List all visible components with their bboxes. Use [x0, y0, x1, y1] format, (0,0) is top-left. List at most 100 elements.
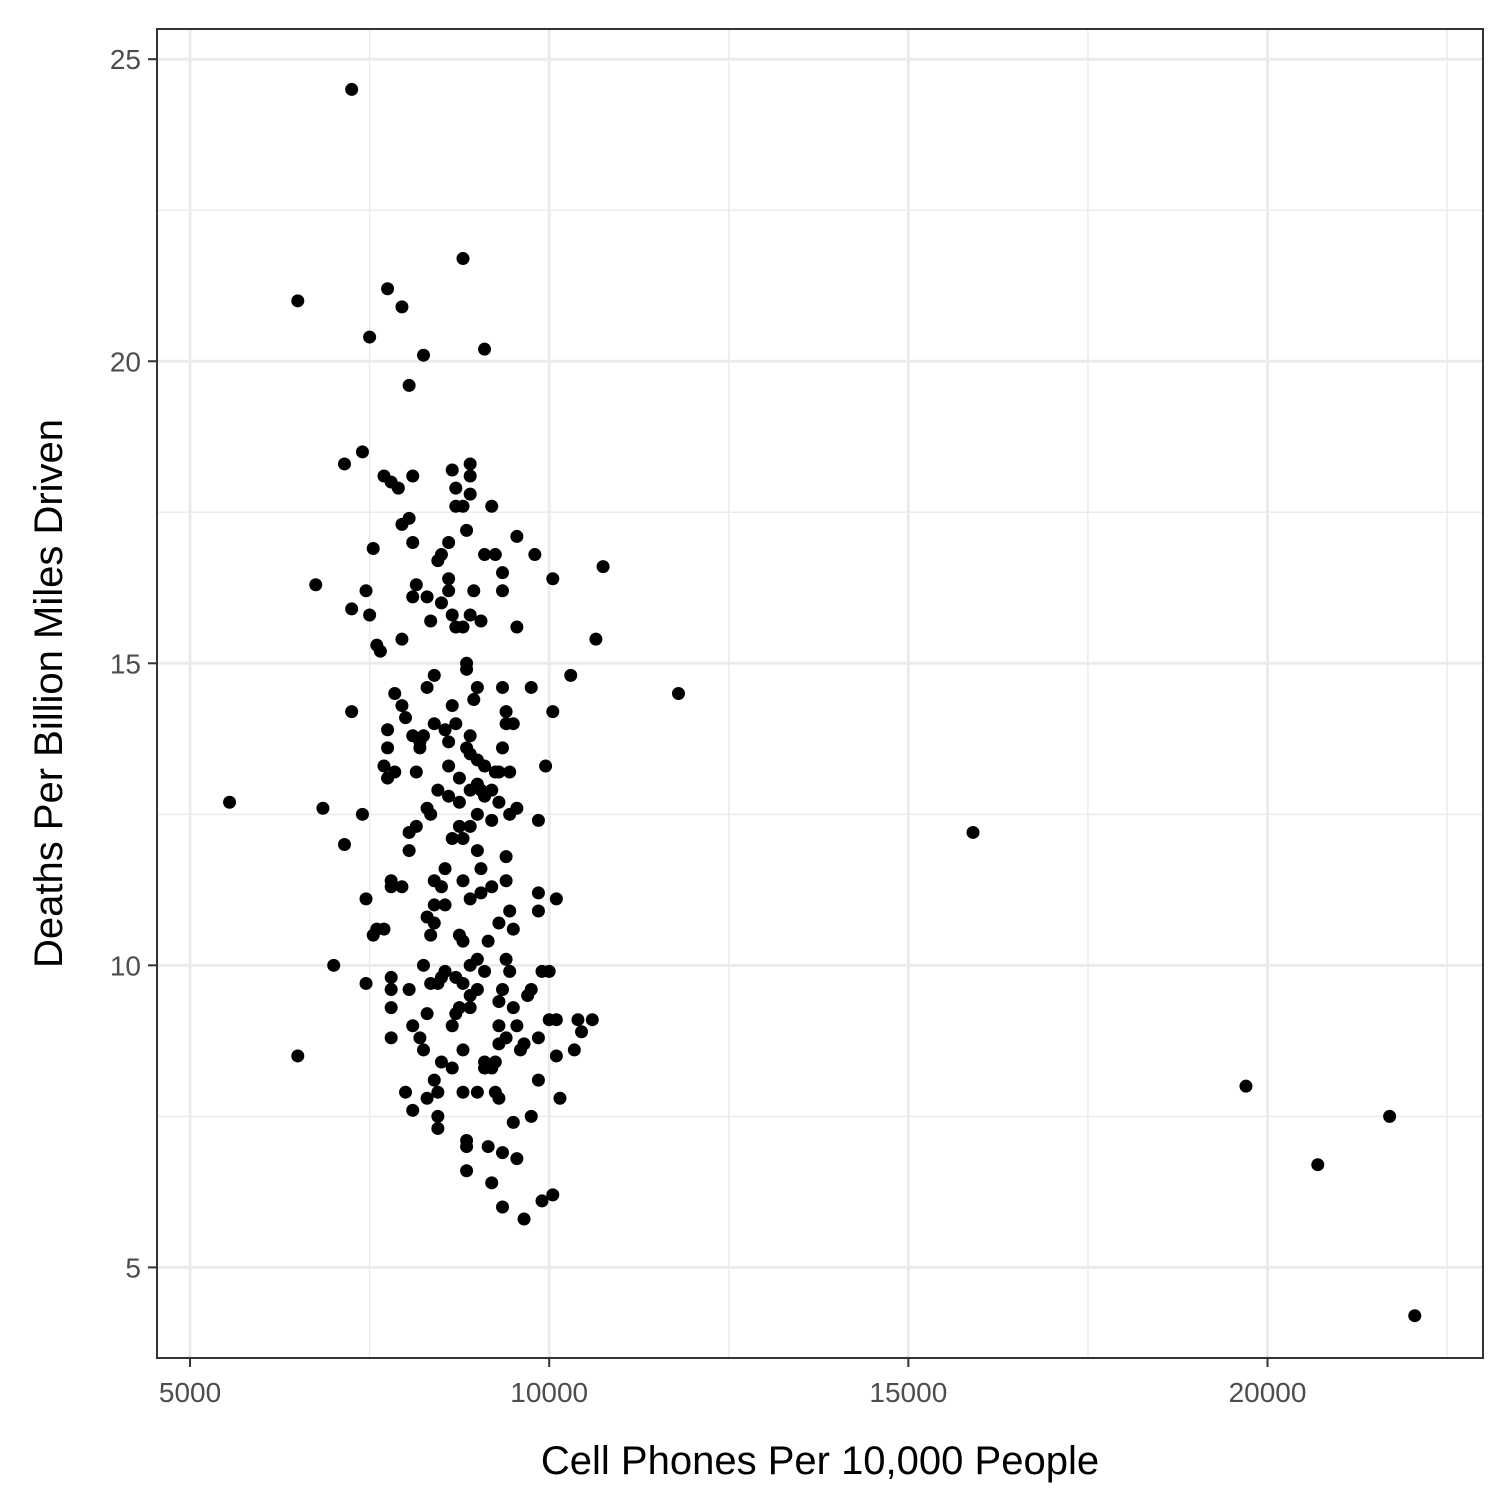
scatter-point — [391, 481, 405, 495]
scatter-point — [474, 862, 488, 876]
scatter-point — [460, 523, 474, 537]
scatter-point — [575, 1025, 589, 1039]
scatter-point — [506, 717, 520, 731]
scatter-point — [291, 294, 305, 308]
scatter-point — [528, 548, 542, 562]
scatter-point — [1383, 1109, 1397, 1123]
scatter-point — [345, 705, 359, 719]
scatter-point — [399, 1085, 413, 1099]
scatter-point — [395, 300, 409, 314]
scatter-point — [377, 759, 391, 773]
scatter-point — [402, 511, 416, 525]
x-tick-label: 5000 — [159, 1377, 221, 1408]
scatter-point — [478, 789, 492, 803]
scatter-point — [388, 687, 402, 700]
scatter-point — [496, 584, 510, 598]
scatter-point — [456, 252, 470, 266]
scatter-point — [456, 620, 470, 634]
scatter-point — [463, 989, 477, 1003]
scatter-point — [531, 904, 545, 918]
scatter-point — [531, 886, 545, 900]
scatter-point — [370, 922, 384, 936]
scatter-point — [442, 572, 456, 586]
y-tick-label: 15 — [110, 648, 141, 679]
scatter-point — [549, 892, 563, 906]
scatter-point — [431, 554, 445, 568]
scatter-point — [420, 590, 434, 604]
scatter-point — [1408, 1309, 1422, 1323]
scatter-point — [395, 699, 409, 713]
scatter-point — [546, 1188, 560, 1202]
scatter-point — [460, 1164, 474, 1178]
y-axis-title: Deaths Per Billion Miles Driven — [27, 419, 71, 968]
scatter-point — [470, 1085, 484, 1099]
scatter-point — [546, 705, 560, 719]
scatter-point — [499, 705, 513, 719]
scatter-point — [409, 765, 423, 779]
scatter-point — [445, 1019, 459, 1033]
scatter-point — [456, 1043, 470, 1057]
scatter-point — [363, 608, 377, 622]
scatter-point — [384, 983, 398, 997]
y-tick-label: 10 — [110, 950, 141, 981]
scatter-point — [438, 862, 452, 876]
scatter-point — [416, 1043, 430, 1057]
scatter-point — [384, 1031, 398, 1045]
scatter-point — [463, 1001, 477, 1015]
scatter-point — [463, 729, 477, 743]
scatter-point — [463, 958, 477, 972]
scatter-point — [427, 668, 441, 682]
scatter-point — [337, 457, 351, 471]
grid-lines — [157, 29, 1483, 1358]
scatter-point — [506, 1115, 520, 1129]
scatter-point — [567, 1043, 581, 1057]
scatter-point — [355, 445, 369, 459]
scatter-point — [381, 282, 395, 296]
scatter-point — [488, 1055, 502, 1069]
scatter-point — [463, 783, 477, 797]
scatter-point — [496, 680, 510, 694]
scatter-point — [478, 964, 492, 978]
scatter-point — [503, 904, 517, 918]
scatter-point — [406, 535, 420, 549]
scatter-point — [445, 699, 459, 713]
scatter-point — [492, 1091, 506, 1105]
scatter-point — [506, 1001, 520, 1015]
scatter-point — [499, 850, 513, 864]
scatter-point — [478, 1055, 492, 1069]
scatter-point — [456, 831, 470, 845]
scatter-point — [546, 572, 560, 586]
x-tick-label: 20000 — [1229, 1377, 1307, 1408]
x-tick-label: 10000 — [510, 1377, 588, 1408]
scatter-point — [431, 783, 445, 797]
x-axis-title: Cell Phones Per 10,000 People — [541, 1439, 1099, 1483]
scatter-point — [416, 958, 430, 972]
scatter-point — [424, 614, 438, 628]
scatter-point — [427, 916, 441, 930]
scatter-point — [427, 717, 441, 731]
scatter-point — [539, 759, 553, 773]
scatter-point — [460, 1140, 474, 1154]
scatter-point — [474, 886, 488, 900]
data-points — [223, 82, 1422, 1323]
scatter-point — [424, 976, 438, 990]
scatter-point — [452, 819, 466, 833]
scatter-point — [291, 1049, 305, 1063]
scatter-point — [373, 644, 387, 658]
scatter-point — [402, 378, 416, 392]
scatter-point — [524, 680, 538, 694]
scatter-point — [442, 735, 456, 749]
scatter-point — [513, 1043, 527, 1057]
scatter-point — [496, 1200, 510, 1214]
scatter-point — [442, 759, 456, 773]
scatter-point — [485, 880, 499, 894]
scatter-point — [434, 1055, 448, 1069]
scatter-point — [510, 529, 524, 543]
scatter-point — [402, 983, 416, 997]
scatter-point — [445, 608, 459, 622]
x-tick-label: 15000 — [869, 1377, 947, 1408]
scatter-point — [470, 680, 484, 694]
scatter-point — [531, 813, 545, 827]
scatter-point — [478, 759, 492, 773]
